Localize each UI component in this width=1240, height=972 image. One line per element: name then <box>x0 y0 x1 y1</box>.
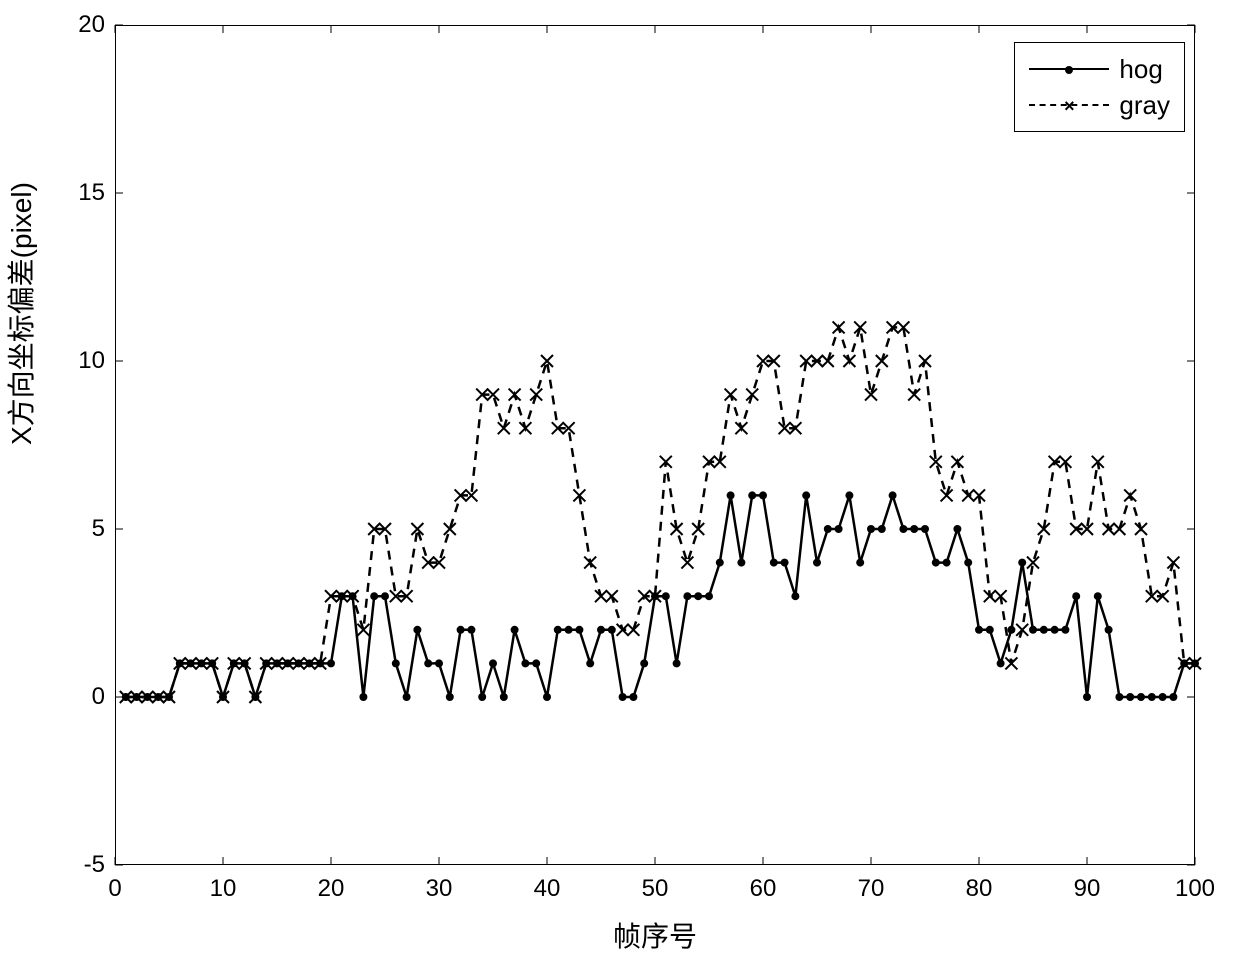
x-tick-label: 100 <box>1175 875 1215 903</box>
x-tick-label: 20 <box>318 875 345 903</box>
legend-line-gray: × <box>1029 104 1109 106</box>
legend-label-gray: gray <box>1119 90 1170 121</box>
x-axis-label: 帧序号 <box>613 915 697 955</box>
y-tick-label: 5 <box>92 515 105 543</box>
legend-label-hog: hog <box>1119 54 1162 85</box>
y-tick-label: 20 <box>78 11 105 39</box>
legend: hog × gray <box>1014 42 1185 132</box>
x-tick-label: 60 <box>750 875 777 903</box>
x-tick-label: 90 <box>1074 875 1101 903</box>
legend-line-hog <box>1029 68 1109 70</box>
y-tick-label: 10 <box>78 347 105 375</box>
y-tick-label: -5 <box>84 851 105 879</box>
plot-area <box>115 25 1195 865</box>
legend-row-hog: hog <box>1029 51 1170 87</box>
x-tick-label: 80 <box>966 875 993 903</box>
dot-marker-icon <box>1065 66 1073 74</box>
x-marker-icon: × <box>1064 97 1075 115</box>
y-tick-label: 15 <box>78 179 105 207</box>
x-tick-label: 70 <box>858 875 885 903</box>
x-tick-label: 10 <box>210 875 237 903</box>
x-tick-label: 30 <box>426 875 453 903</box>
x-tick-label: 50 <box>642 875 669 903</box>
x-tick-label: 40 <box>534 875 561 903</box>
y-tick-label: 0 <box>92 683 105 711</box>
x-tick-label: 0 <box>108 875 121 903</box>
chart-container: X方向坐标偏差(pixel) 帧序号 010203040506070809010… <box>0 0 1240 972</box>
legend-row-gray: × gray <box>1029 87 1170 123</box>
